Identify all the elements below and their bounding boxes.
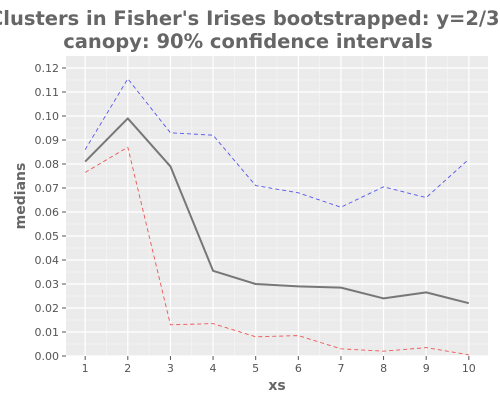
chart-title-line-2: canopy: 90% confidence intervals (63, 30, 433, 53)
series-line-upper-bound (84, 78, 470, 208)
y-tick-label: 0.03 (35, 278, 60, 291)
y-tick-label: 0.04 (35, 254, 60, 267)
x-axis-label: xs (268, 378, 285, 394)
series-line-lower-bound (84, 146, 469, 356)
x-tick-label: 4 (210, 362, 217, 375)
y-tick-label: 0.02 (35, 302, 60, 315)
x-tick-label: 2 (124, 362, 131, 375)
y-tick-label: 0.12 (35, 62, 60, 75)
plot-area: 0.00 0.01 0.02 0.03 0.04 0.05 0.06 0.07 0.08 0.09… (35, 56, 488, 375)
x-tick-label: 7 (337, 362, 344, 375)
y-tick-label: 0.11 (35, 86, 60, 99)
y-tick-label: 0.06 (35, 206, 60, 219)
y-tick-label: 0.10 (35, 110, 60, 123)
series-line-median (84, 117, 470, 305)
x-tick-label: 8 (380, 362, 387, 375)
chart-title-line-1: Clusters in Fisher's Irises bootstrapped… (0, 7, 500, 30)
y-axis-label: medians (13, 163, 29, 230)
x-tick-label: 6 (295, 362, 302, 375)
y-tick-label: 0.09 (35, 134, 60, 147)
x-tick-label: 3 (167, 362, 174, 375)
y-tick-label: 0.00 (35, 350, 60, 363)
x-tick-label: 9 (423, 362, 430, 375)
y-tick-label: 0.08 (35, 158, 60, 171)
x-tick-label: 10 (462, 362, 476, 375)
y-tick-label: 0.01 (35, 326, 60, 339)
x-tick-label: 5 (252, 362, 259, 375)
y-tick-label: 0.07 (35, 182, 60, 195)
x-tick-label: 1 (82, 362, 89, 375)
y-tick-label: 0.05 (35, 230, 60, 243)
